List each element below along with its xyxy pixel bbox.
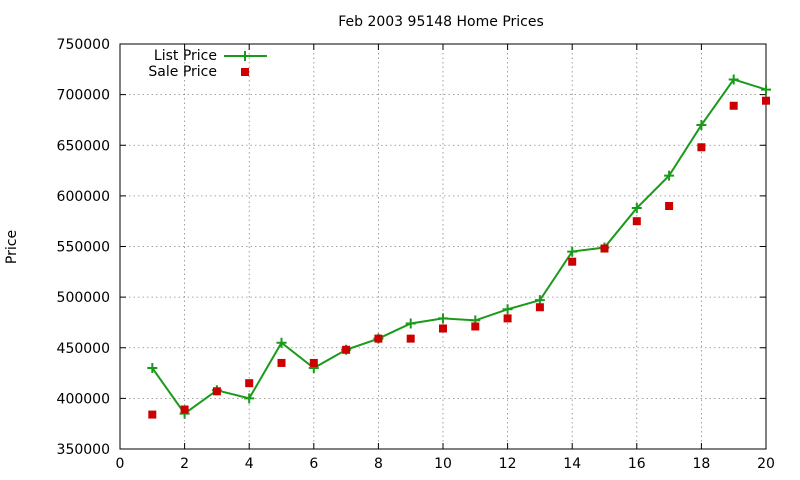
sale-price-point: [245, 379, 254, 388]
list-price-point: [696, 120, 707, 130]
sale-price-point: [568, 257, 577, 266]
list-price-point: [664, 170, 675, 181]
legend-label-sale-price: Sale Price: [148, 64, 217, 80]
list-price-point: [761, 84, 771, 95]
sale-price-point: [503, 314, 512, 323]
x-tick-label: 0: [116, 456, 125, 472]
y-axis-label: Price: [4, 230, 20, 264]
list-price-point: [631, 203, 642, 214]
x-tick-label: 8: [374, 456, 383, 472]
list-price-point: [728, 74, 739, 85]
list-price-point: [502, 304, 513, 315]
legend-marker-list-price: [240, 51, 250, 61]
sale-price-point: [309, 358, 318, 367]
x-tick-label: 18: [692, 456, 710, 472]
sale-price-point: [148, 410, 157, 419]
x-tick-label: 10: [434, 456, 452, 472]
sale-price-point: [406, 334, 415, 343]
sale-price-point: [277, 358, 286, 367]
y-tick-label: 600000: [57, 189, 110, 205]
y-tick-label: 700000: [57, 88, 110, 104]
y-tick-label: 450000: [57, 341, 110, 357]
y-tick-label: 400000: [57, 391, 110, 407]
x-tick-label: 6: [309, 456, 318, 472]
legend-label-list-price: List Price: [154, 48, 217, 64]
x-tick-label: 20: [757, 456, 775, 472]
series-layer: [147, 74, 771, 419]
x-axis-ticks: 0 2 4 6 8 10 12 14 16 18 20: [116, 44, 775, 472]
sale-price-point: [697, 143, 706, 152]
sale-price-point: [180, 405, 189, 414]
sale-price-point: [632, 217, 641, 226]
x-tick-label: 14: [563, 456, 581, 472]
y-axis-ticks: 350000 400000 450000 500000 550000 600000 6500…: [57, 37, 766, 458]
list-price-line: [151, 78, 767, 415]
list-price-point: [438, 313, 448, 324]
list-price-point: [147, 363, 158, 373]
list-price-point: [405, 318, 416, 329]
y-tick-label: 500000: [57, 290, 110, 306]
x-tick-label: 16: [628, 456, 646, 472]
y-tick-label: 350000: [57, 442, 110, 458]
sale-price-point: [729, 101, 738, 110]
sale-price-point: [665, 202, 674, 210]
y-tick-label: 750000: [57, 37, 110, 53]
y-tick-label: 550000: [57, 240, 110, 256]
grid: [120, 44, 766, 449]
list-price-point: [567, 246, 578, 257]
sale-price-point: [471, 322, 480, 331]
list-price-point: [276, 337, 287, 348]
x-tick-label: 2: [180, 456, 189, 472]
sale-price-point: [762, 96, 770, 105]
legend-marker-sale-price: [241, 68, 249, 76]
x-tick-label: 12: [499, 456, 517, 472]
x-tick-label: 4: [245, 456, 254, 472]
sale-price-point: [374, 334, 383, 343]
y-tick-label: 650000: [57, 138, 110, 154]
sale-price-point: [439, 324, 447, 333]
sale-price-point: [342, 345, 351, 354]
sale-price-point: [212, 387, 221, 396]
chart-title: Feb 2003 95148 Home Prices: [338, 14, 544, 30]
sale-price-point: [600, 244, 609, 253]
sale-price-point: [535, 303, 544, 312]
list-price-point: [244, 393, 255, 404]
